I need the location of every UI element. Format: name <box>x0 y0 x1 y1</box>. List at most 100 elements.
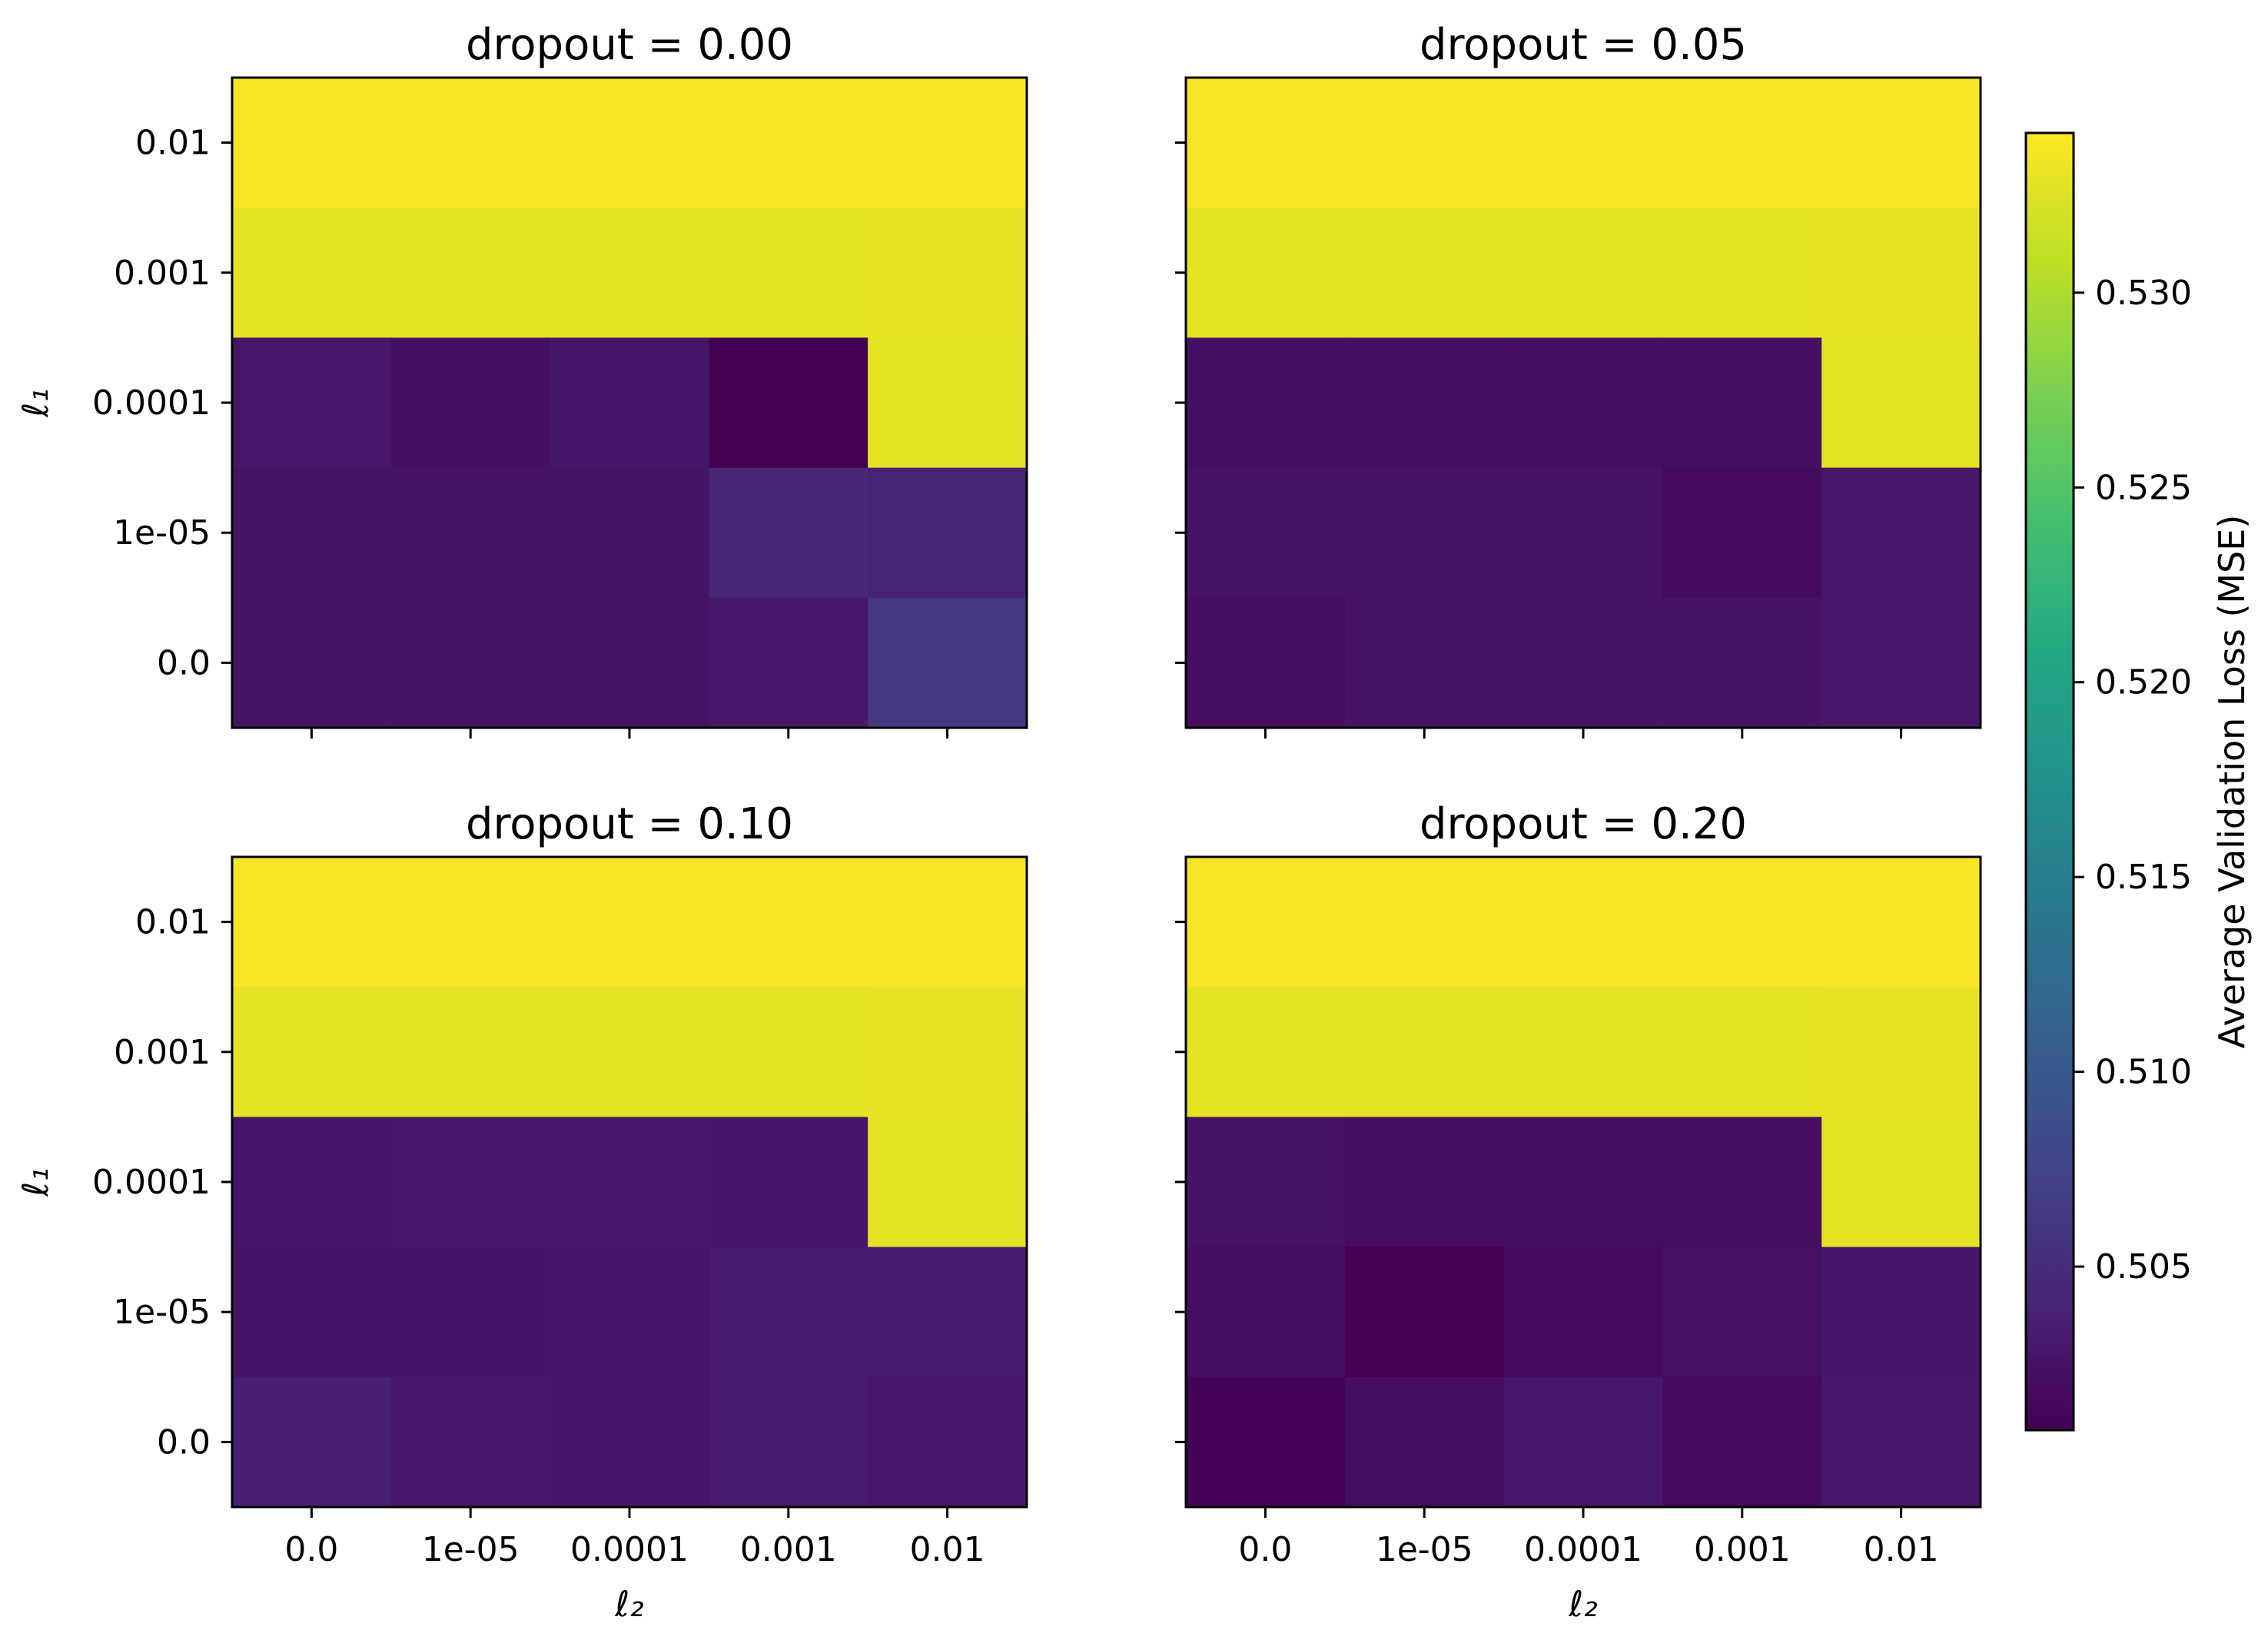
heatmap-cell <box>1662 78 1822 208</box>
heatmap-cell <box>550 337 710 469</box>
heatmap-cell <box>1821 857 1981 988</box>
heatmap-cell <box>1186 207 1346 339</box>
heatmap-cell <box>709 78 868 208</box>
heatmap-cell <box>1662 1376 1822 1508</box>
heatmap-cell <box>1186 78 1346 208</box>
heatmap-cell <box>709 1247 868 1378</box>
heatmap-cell <box>1821 987 1981 1118</box>
colorbar-tick-label: 0.515 <box>2095 858 2192 897</box>
y-axis-label: ℓ₁ <box>15 388 56 417</box>
heatmap-cell <box>1186 597 1346 729</box>
x-tick-label: 0.0001 <box>1524 1530 1642 1569</box>
colorbar-frame <box>2024 131 2075 1432</box>
heatmap-cell <box>550 467 710 599</box>
colorbar-tick-label: 0.520 <box>2095 663 2192 702</box>
heatmap-cell <box>550 597 710 729</box>
y-tick-label: 0.001 <box>114 1033 211 1072</box>
heatmap-cell <box>390 1247 551 1378</box>
heatmap-cell <box>232 597 392 729</box>
heatmap-cell <box>1821 1376 1981 1508</box>
y-axis-label: ℓ₁ <box>15 1167 56 1197</box>
colorbar-tick-label: 0.505 <box>2095 1247 2192 1286</box>
heatmap-cell <box>232 207 392 339</box>
heatmap-cell <box>1344 987 1505 1118</box>
heatmap-cell <box>550 78 710 208</box>
heatmap-cell <box>1821 78 1981 208</box>
heatmap-cell <box>709 337 868 469</box>
heatmap-cell <box>868 1247 1028 1378</box>
heatmap-cell <box>1503 337 1664 469</box>
heatmap-cell <box>1186 857 1346 988</box>
y-tick-label: 0.0 <box>157 1423 211 1462</box>
heatmap-cell <box>868 467 1028 599</box>
y-tick-label: 0.001 <box>114 254 211 293</box>
heatmap-cell <box>550 1376 710 1508</box>
heatmap-cell <box>1821 597 1981 729</box>
heatmap-cell <box>390 857 551 988</box>
heatmap-cell <box>1503 1247 1664 1378</box>
heatmap-cell <box>390 1376 551 1508</box>
y-tick-label: 0.01 <box>135 903 211 942</box>
heatmap-cell <box>1662 987 1822 1118</box>
heatmap-cell <box>868 78 1028 208</box>
heatmap-cell <box>1662 1247 1822 1378</box>
heatmap-cell <box>868 597 1028 729</box>
heatmap-cell <box>1503 207 1664 339</box>
heatmap-cell <box>1503 987 1664 1118</box>
heatmap-cell <box>550 207 710 339</box>
colorbar-tick-label: 0.510 <box>2095 1053 2192 1092</box>
heatmap-cell <box>390 987 551 1118</box>
heatmap-cell <box>868 857 1028 988</box>
y-tick-label: 0.0 <box>157 643 211 682</box>
heatmap-cell <box>1186 1247 1346 1378</box>
heatmap-cell <box>1503 857 1664 988</box>
heatmap-cell <box>1186 987 1346 1118</box>
heatmap-cell <box>1344 207 1505 339</box>
x-tick-label: 0.0 <box>284 1530 338 1569</box>
heatmap-cell <box>1344 857 1505 988</box>
heatmap-cell <box>709 207 868 339</box>
heatmap-cell <box>1821 337 1981 469</box>
x-axis-label: ℓ₂ <box>614 1583 643 1625</box>
x-tick-label: 0.0 <box>1238 1530 1292 1569</box>
heatmap-cell <box>1344 467 1505 599</box>
heatmap-cell <box>550 857 710 988</box>
heatmap-cell <box>232 1376 392 1508</box>
heatmap-cell <box>1186 1376 1346 1508</box>
heatmap-cell <box>390 1117 551 1248</box>
heatmap-cell <box>1503 1117 1664 1248</box>
panel-title: dropout = 0.10 <box>466 799 793 849</box>
heatmap-cell <box>1503 467 1664 599</box>
heatmap-cell <box>1186 1117 1346 1248</box>
panel-3: dropout = 0.10 0.01 0.001 0.0001 1e-05 0.0 0.0… <box>15 799 1028 1625</box>
heatmap-cell <box>709 857 868 988</box>
heatmap-cell <box>1821 467 1981 599</box>
panel-title: dropout = 0.20 <box>1420 799 1747 849</box>
panels-layer: dropout = 0.00 0.01 0.001 0.0001 1e-05 0.0 ℓ₁ d… <box>15 20 1982 1625</box>
heatmap-cell <box>1821 1117 1981 1248</box>
heatmap-cell <box>1186 337 1346 469</box>
panel-title: dropout = 0.05 <box>1420 20 1747 70</box>
heatmap-cell <box>390 467 551 599</box>
panel-2: dropout = 0.05 <box>1175 20 1982 739</box>
heatmap-cell <box>232 1117 392 1248</box>
heatmap-cell <box>1662 467 1822 599</box>
colorbar-label: Average Validation Loss (MSE) <box>2211 515 2253 1049</box>
heatmap-cell <box>1821 207 1981 339</box>
heatmap-cell <box>1344 597 1505 729</box>
heatmap-cell <box>1662 597 1822 729</box>
colorbar-gradient <box>2026 133 2074 1430</box>
panel-title: dropout = 0.00 <box>466 20 793 70</box>
heatmap-cell <box>868 1117 1028 1248</box>
x-tick-label: 1e-05 <box>1376 1530 1473 1569</box>
heatmap-cell <box>390 597 551 729</box>
heatmap-cell <box>1344 1247 1505 1378</box>
heatmap-cell <box>868 337 1028 469</box>
heatmap-cell <box>709 597 868 729</box>
y-tick-label: 0.0001 <box>92 1163 211 1202</box>
heatmap-cell <box>1662 857 1822 988</box>
heatmap-cell <box>1344 337 1505 469</box>
heatmap-cell <box>709 1376 868 1508</box>
heatmap-cell <box>232 987 392 1118</box>
heatmap-cell <box>550 987 710 1118</box>
